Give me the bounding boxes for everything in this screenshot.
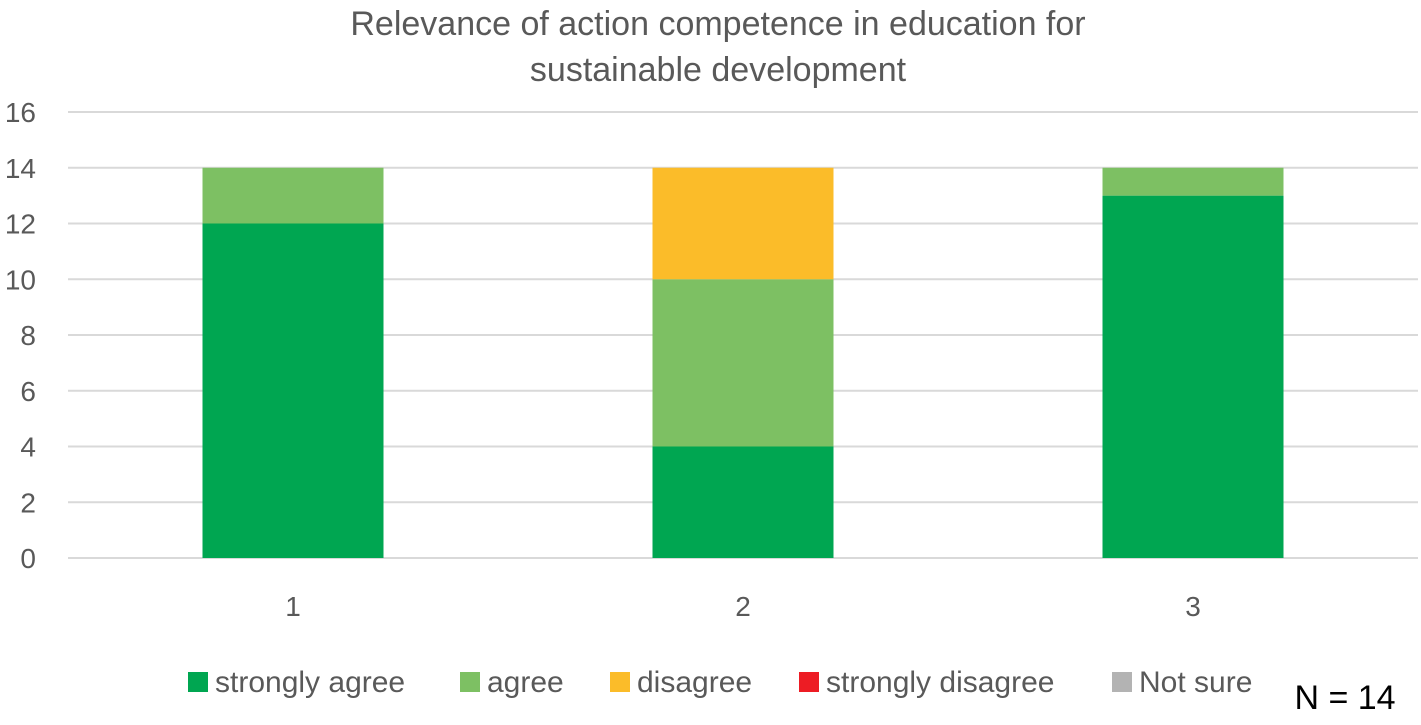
bar-segment [1102, 167, 1284, 196]
legend-swatch [1112, 672, 1132, 692]
bar-segment [652, 167, 834, 280]
y-tick-label: 10 [5, 264, 36, 295]
x-tick-label: 2 [735, 591, 751, 622]
y-tick-label: 12 [5, 209, 36, 240]
legend-label: agree [487, 666, 564, 699]
legend-label: disagree [637, 666, 752, 699]
x-tick-label: 1 [285, 591, 301, 622]
bar-segment [202, 223, 384, 558]
y-tick-label: 8 [20, 320, 36, 351]
y-tick-label: 16 [5, 97, 36, 128]
x-axis-ticks: 1 2 3 [285, 591, 1201, 622]
legend-label: strongly agree [215, 666, 405, 699]
legend-label: strongly disagree [826, 666, 1054, 699]
y-tick-label: 6 [20, 376, 36, 407]
chart-title: Relevance of action competence in educat… [350, 5, 1085, 89]
bar-segment [652, 446, 834, 558]
chart-title-line-1: Relevance of action competence in educat… [350, 5, 1085, 43]
legend-item: strongly agree [188, 666, 405, 699]
legend-swatch [610, 672, 630, 692]
bar-segment [202, 167, 384, 224]
legend: strongly agree agree disagree strongly disa… [188, 666, 1252, 699]
bar-segment [652, 279, 834, 447]
x-tick-label: 3 [1185, 591, 1201, 622]
y-axis-ticks: 0 2 4 6 8 10 12 14 16 [5, 97, 36, 574]
sample-size-note: N = 14 [1294, 679, 1395, 717]
legend-item: agree [460, 666, 564, 699]
y-tick-label: 0 [20, 543, 36, 574]
legend-item: Not sure [1112, 666, 1252, 699]
legend-swatch [460, 672, 480, 692]
bars [202, 167, 1284, 558]
y-tick-label: 14 [5, 153, 36, 184]
legend-swatch [799, 672, 819, 692]
legend-item: disagree [610, 666, 752, 699]
y-tick-label: 2 [20, 487, 36, 518]
legend-swatch [188, 672, 208, 692]
legend-label: Not sure [1139, 666, 1252, 699]
bar-segment [1102, 195, 1284, 558]
y-tick-label: 4 [20, 432, 36, 463]
legend-item: strongly disagree [799, 666, 1054, 699]
chart-title-line-2: sustainable development [530, 51, 907, 89]
